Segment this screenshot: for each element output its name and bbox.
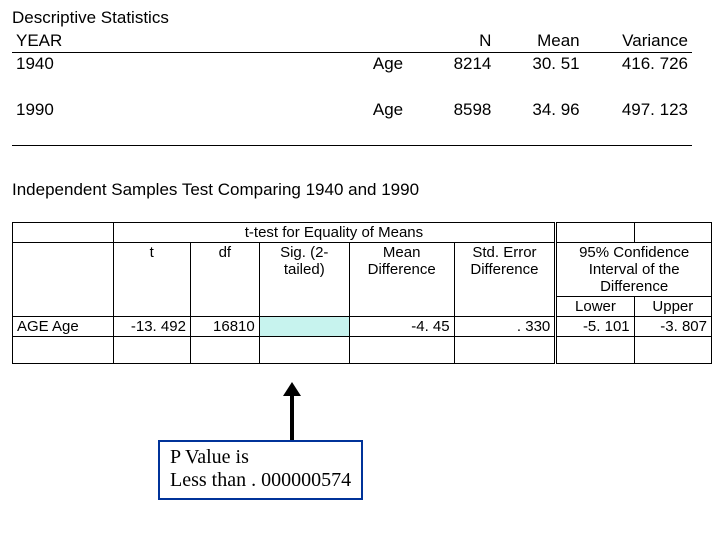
cell-var-2: 497. 123 — [584, 99, 692, 121]
descriptive-row-1: 1940 Age 8214 30. 51 416. 726 — [12, 53, 692, 76]
cell-var-1: 416. 726 — [584, 53, 692, 76]
descriptive-bottom-rule — [12, 121, 692, 146]
td-label: AGE Age — [13, 317, 114, 337]
th-upper: Upper — [634, 297, 711, 317]
cell-year-2: 1990 — [12, 99, 140, 121]
descriptive-title: Descriptive Statistics — [12, 8, 708, 28]
td-mdiff: -4. 45 — [349, 317, 454, 337]
th-t: t — [113, 243, 190, 317]
ttest-header-row-1: t df Sig. (2-tailed) Mean Difference Std… — [13, 243, 712, 297]
ttest-table: t-test for Equality of Means t df Sig. (… — [12, 222, 712, 364]
cell-n-2: 8598 — [407, 99, 495, 121]
descriptive-header-row: YEAR N Mean Variance — [12, 30, 692, 53]
td-df: 16810 — [190, 317, 259, 337]
descriptive-row-2: 1990 Age 8598 34. 96 497. 123 — [12, 99, 692, 121]
td-lower: -5. 101 — [556, 317, 634, 337]
cell-age-2: Age — [309, 99, 407, 121]
col-age-header — [309, 30, 407, 53]
ttest-empty-row — [13, 337, 712, 364]
descriptive-table: YEAR N Mean Variance 1940 Age 8214 30. 5… — [12, 30, 692, 146]
callout-line-1: P Value is — [170, 446, 351, 469]
col-blank — [140, 30, 308, 53]
th-mdiff: Mean Difference — [349, 243, 454, 317]
td-sediff: . 330 — [454, 317, 556, 337]
callout-line-2: Less than . 000000574 — [170, 469, 351, 492]
col-var-header: Variance — [584, 30, 692, 53]
ttest-span-header: t-test for Equality of Means — [113, 223, 556, 243]
th-ci: 95% Confidence Interval of the Differenc… — [556, 243, 712, 297]
th-sig: Sig. (2-tailed) — [259, 243, 349, 317]
col-mean-header: Mean — [495, 30, 583, 53]
col-year-header: YEAR — [12, 30, 140, 53]
cell-year-1: 1940 — [12, 53, 140, 76]
ttest-data-row: AGE Age -13. 492 16810 -4. 45 . 330 -5. … — [13, 317, 712, 337]
arrow-icon — [280, 382, 304, 442]
cell-n-1: 8214 — [407, 53, 495, 76]
td-sig — [259, 317, 349, 337]
th-lower: Lower — [556, 297, 634, 317]
col-n-header: N — [407, 30, 495, 53]
td-t: -13. 492 — [113, 317, 190, 337]
descriptive-spacer — [12, 75, 692, 99]
td-upper: -3. 807 — [634, 317, 711, 337]
cell-age-1: Age — [309, 53, 407, 76]
independent-heading: Independent Samples Test Comparing 1940 … — [12, 180, 708, 200]
cell-mean-1: 30. 51 — [495, 53, 583, 76]
ttest-span-row: t-test for Equality of Means — [13, 223, 712, 243]
pvalue-callout: P Value is Less than . 000000574 — [158, 440, 363, 500]
th-df: df — [190, 243, 259, 317]
th-sediff: Std. Error Difference — [454, 243, 556, 317]
cell-mean-2: 34. 96 — [495, 99, 583, 121]
